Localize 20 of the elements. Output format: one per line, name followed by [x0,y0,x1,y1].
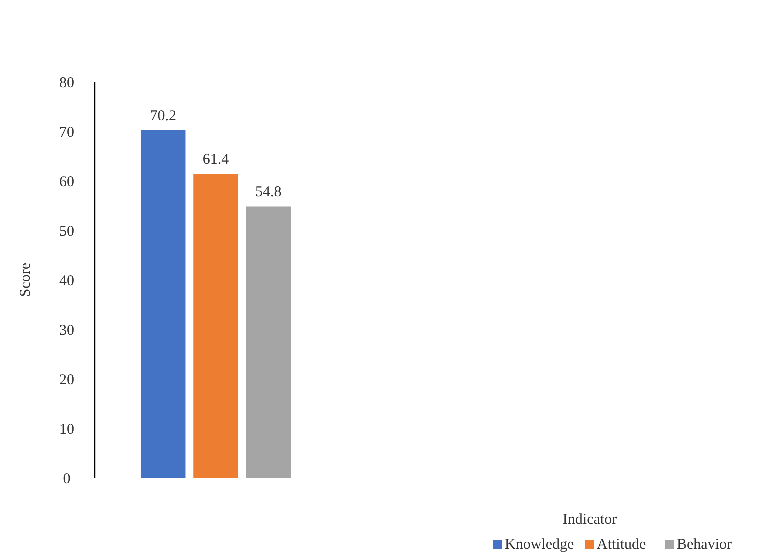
y-tick-label: 20 [60,372,74,388]
data-label: 54.8 [256,184,282,201]
text: Indicator [562,512,618,528]
legend-label: Attitude [597,537,646,553]
legend-label: Behavior [677,537,732,553]
y-tick-label: 70 [60,124,74,141]
legend-label: Knowledge [505,537,574,553]
bar [246,206,292,478]
y-tick-label: 60 [60,174,74,190]
y-tick-label: 10 [60,422,74,438]
bar [140,130,186,478]
data-label: 61.4 [202,152,230,168]
y-axis-title: Score [18,262,34,298]
y-tick-label: 0 [63,471,71,488]
data-label: 70.2 [150,108,176,125]
y-tick-label: 40 [60,273,74,290]
y-tick-label: 50 [60,224,74,240]
bar [194,174,238,478]
y-tick-label: 30 [60,322,74,339]
y-tick-label: 80 [60,75,74,92]
